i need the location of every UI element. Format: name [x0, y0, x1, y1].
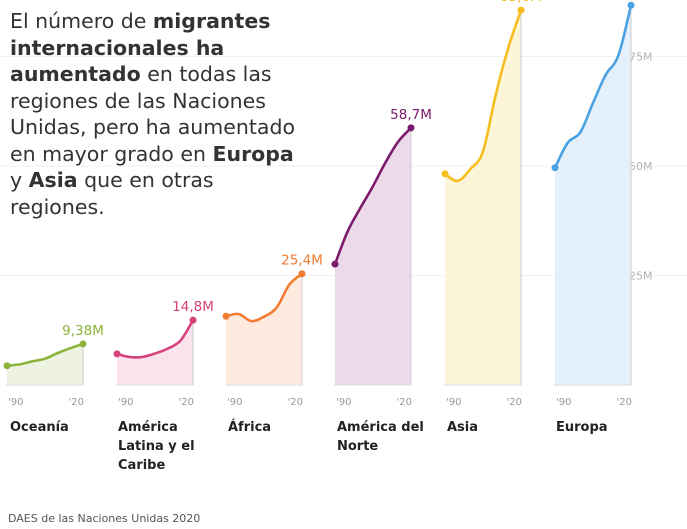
x-tick-start-europa: '90	[556, 397, 571, 408]
gridline-label-75m: 75M	[629, 51, 653, 64]
x-tick-start-america-del-norte: '90	[336, 397, 351, 408]
plot-layer: 9,38M '90 '20 14,8M '90 '20 25,4M '90 '20 58,7M '9…	[3, 0, 652, 408]
value-label-africa: 25,4M	[281, 253, 323, 269]
headline-text-3: y	[10, 168, 29, 192]
start-dot-oceania	[3, 362, 11, 370]
region-label-latin-america: América Latina y el Caribe	[118, 420, 195, 473]
x-tick-end-oceania: '20	[69, 397, 84, 408]
x-tick-end-asia: '20	[507, 397, 522, 408]
headline-text-2: en todas las regiones de las Naciones Un…	[10, 62, 295, 166]
headline: El número de migrantes internacionales h…	[10, 8, 310, 220]
region-label-europe: Europa	[556, 420, 608, 435]
headline-bold-asia: Asia	[28, 168, 78, 192]
x-tick-start-asia: '90	[446, 397, 461, 408]
end-dot-europa	[627, 1, 635, 9]
value-label-oceania: 9,38M	[62, 323, 104, 339]
series-line-africa	[224, 272, 304, 323]
area-fill-asia	[445, 10, 521, 385]
source-note: DAES de las Naciones Unidas 2020	[8, 512, 201, 525]
headline-text-4: que en otras regiones.	[10, 168, 214, 219]
start-dot-africa	[222, 312, 230, 320]
end-dot-africa	[298, 270, 306, 278]
region-label-asia: Asia	[447, 420, 479, 435]
x-tick-start-africa: '90	[227, 397, 242, 408]
end-dot-oceania	[79, 340, 87, 348]
gridline-label-50m: 50M	[629, 160, 653, 173]
series-line-asia	[443, 8, 523, 183]
panel-america-latina-y-el-caribe: 14,8M '90 '20	[113, 299, 214, 408]
value-label-asia: 85,6M	[500, 0, 542, 5]
end-dot-america-del-norte	[407, 124, 415, 132]
start-dot-asia	[441, 170, 449, 178]
area-fill-europa	[555, 5, 631, 386]
region-label-africa: África	[228, 420, 272, 435]
region-label-north-america: América del Norte	[337, 420, 424, 454]
start-dot-america-del-norte	[331, 260, 339, 268]
area-fill-america-del-norte	[335, 127, 411, 386]
panel-oceania: 9,38M '90 '20	[3, 323, 104, 408]
end-dot-america-latina-y-el-caribe	[189, 316, 197, 324]
series-line-america-del-norte	[333, 126, 413, 266]
panel-america-del-norte: 58,7M '90 '20	[331, 107, 432, 408]
end-dot-asia	[517, 6, 525, 14]
x-tick-end-america-latina-y-el-caribe: '20	[179, 397, 194, 408]
x-tick-end-africa: '20	[288, 397, 303, 408]
x-tick-start-america-latina-y-el-caribe: '90	[118, 397, 133, 408]
headline-text-1: El número de	[10, 9, 153, 33]
x-tick-end-europa: '20	[617, 397, 632, 408]
panel-europa: 86,7M'90'20	[551, 0, 652, 408]
start-dot-europa	[551, 164, 559, 172]
panel-asia: 85,6M '90 '20	[441, 0, 542, 408]
x-tick-end-america-del-norte: '20	[397, 397, 412, 408]
series-line-europa	[553, 4, 633, 170]
series-line-oceania	[5, 342, 85, 367]
area-fill-africa	[226, 273, 302, 385]
region-label-oceania: Oceanía	[10, 420, 69, 435]
panel-africa: 25,4M '90 '20	[222, 253, 323, 408]
start-dot-america-latina-y-el-caribe	[113, 350, 121, 358]
gridline-label-25m: 25M	[629, 270, 653, 283]
area-fill-oceania	[7, 343, 83, 385]
value-label-america-del-norte: 58,7M	[390, 107, 432, 123]
x-tick-start-oceania: '90	[8, 397, 23, 408]
headline-bold-1: migrantes internacionales ha aumentado	[10, 9, 271, 86]
series-line-america-latina-y-el-caribe	[115, 318, 195, 359]
area-fill-america-latina-y-el-caribe	[117, 320, 193, 385]
value-label-america-latina-y-el-caribe: 14,8M	[172, 299, 214, 315]
headline-bold-europa: Europa	[212, 141, 294, 166]
